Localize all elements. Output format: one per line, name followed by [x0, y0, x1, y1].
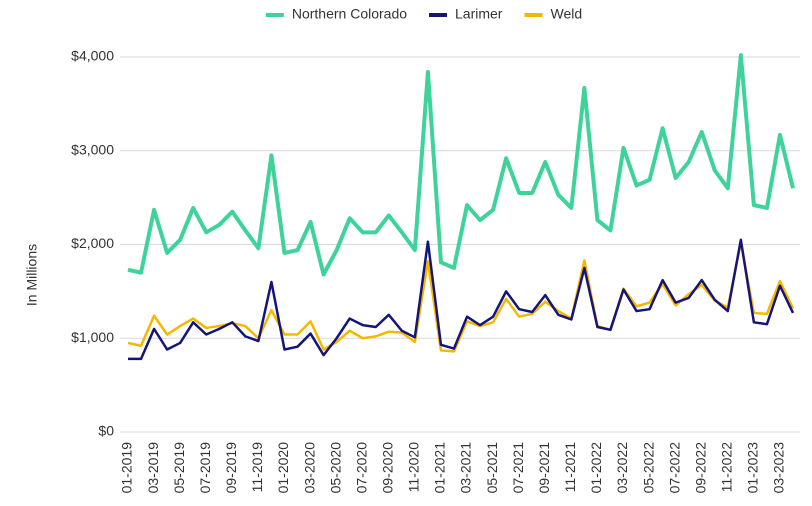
x-tick-label: 09-2021 — [536, 442, 552, 494]
x-tick-label: 03-2020 — [301, 442, 317, 494]
y-tick-label: $4,000 — [71, 48, 114, 64]
x-tick-label: 11-2020 — [406, 442, 422, 493]
x-tick-label: 03-2021 — [458, 442, 474, 494]
x-tick-label: 01-2020 — [275, 442, 291, 494]
legend-label: Weld — [550, 6, 582, 22]
x-tick-label: 07-2020 — [353, 442, 369, 494]
x-tick-label: 05-2022 — [640, 442, 656, 494]
x-tick-label: 09-2020 — [379, 442, 395, 494]
x-tick-label: 01-2022 — [588, 442, 604, 494]
x-tick-label: 05-2021 — [484, 442, 500, 494]
x-tick-label: 03-2022 — [614, 442, 630, 494]
x-tick-label: 09-2019 — [223, 442, 239, 494]
x-tick-label: 11-2022 — [719, 442, 735, 493]
y-tick-label: $0 — [98, 423, 114, 439]
y-tick-label: $2,000 — [71, 235, 114, 251]
x-tick-label: 11-2019 — [249, 442, 265, 493]
x-tick-label: 05-2019 — [171, 442, 187, 494]
line-series — [127, 53, 795, 277]
x-tick-label: 01-2019 — [119, 442, 135, 494]
x-tick-label: 07-2022 — [666, 442, 682, 494]
x-tick-label: 03-2023 — [771, 442, 787, 494]
x-tick-label: 01-2021 — [432, 442, 448, 494]
y-axis-label: In Millions — [24, 244, 40, 306]
y-tick-label: $1,000 — [71, 329, 114, 345]
x-tick-label: 11-2021 — [562, 442, 578, 493]
line-series — [128, 238, 795, 361]
y-tick-label: $3,000 — [71, 141, 114, 157]
x-tick-label: 05-2020 — [327, 442, 343, 494]
legend-label: Northern Colorado — [292, 6, 407, 22]
x-tick-label: 01-2023 — [745, 442, 761, 494]
x-tick-label: 09-2022 — [692, 442, 708, 494]
x-tick-label: 03-2019 — [145, 442, 161, 494]
x-tick-label: 07-2021 — [510, 442, 526, 494]
x-tick-label: 07-2019 — [197, 442, 213, 494]
legend-label: Larimer — [455, 6, 503, 22]
